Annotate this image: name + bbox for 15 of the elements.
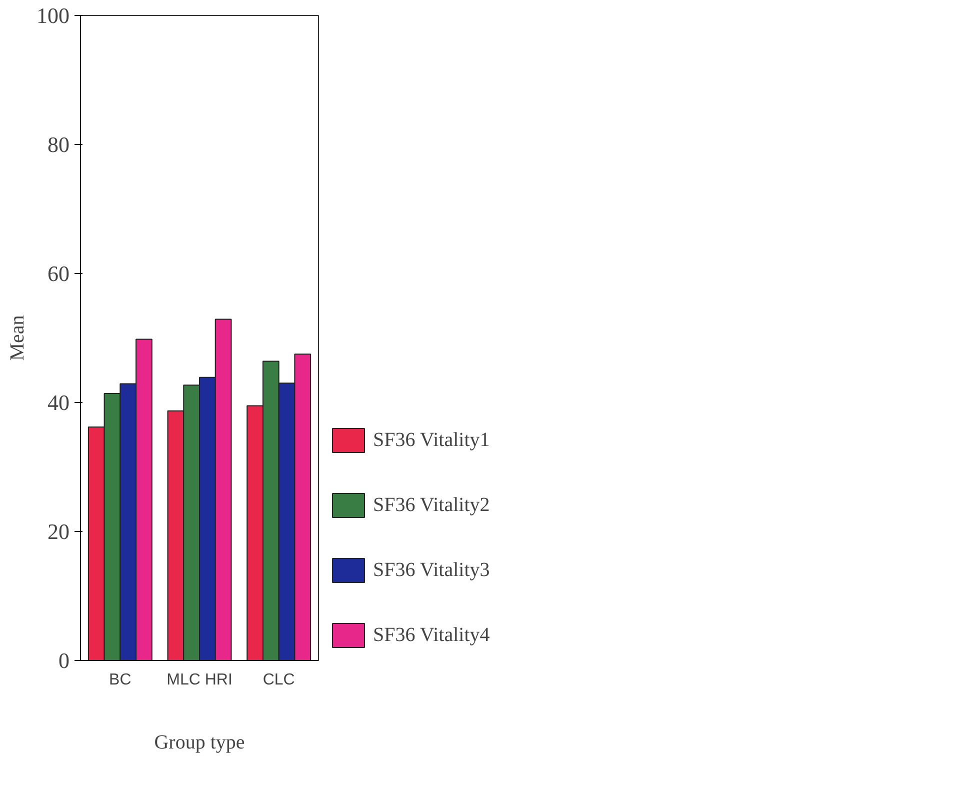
x-tick-label: BC (109, 672, 132, 688)
y-tick-label: 60 (48, 261, 70, 286)
y-tick-label: 40 (48, 390, 70, 415)
y-tick-label: 80 (48, 132, 70, 157)
legend-label: SF36 Vitality1 (373, 428, 490, 452)
x-tick-label: MLC HRI (166, 672, 232, 688)
y-tick-label: 100 (36, 3, 70, 28)
x-axis-title: Group type (154, 732, 245, 754)
y-tick-label: 0 (58, 648, 70, 673)
x-tick-label: CLC (262, 672, 295, 688)
legend-label: SF36 Vitality2 (373, 494, 490, 516)
y-tick-label: 20 (48, 519, 70, 544)
legend-label: SF36 Vitality4 (373, 624, 490, 646)
y-axis-title: Mean (6, 315, 28, 361)
legend-label: SF36 Vitality3 (373, 558, 490, 582)
